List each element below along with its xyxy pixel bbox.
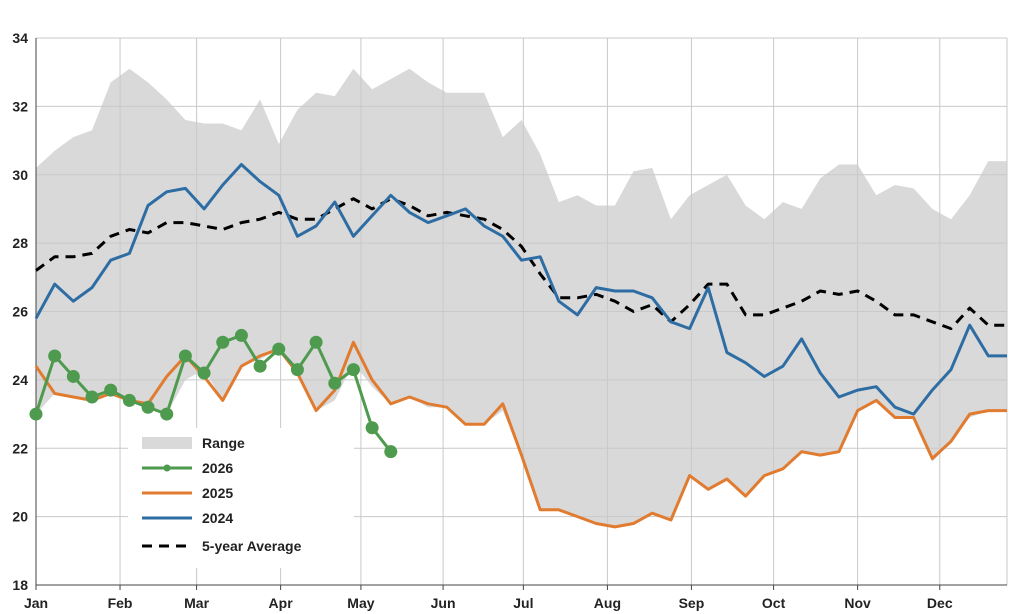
- data-point-2026: [253, 359, 267, 373]
- data-point-2026: [122, 393, 136, 407]
- data-point-2026: [29, 407, 43, 421]
- y-tick-label: 34: [12, 30, 28, 46]
- data-point-2026: [85, 390, 99, 404]
- y-tick-label: 28: [12, 235, 28, 251]
- x-tick-label: Aug: [594, 595, 621, 611]
- x-tick-label: May: [347, 595, 374, 611]
- legend: Range 2026 2025 2024 5-year Average: [128, 428, 354, 568]
- y-tick-label: 20: [12, 509, 28, 525]
- x-tick-label: Nov: [844, 595, 871, 611]
- data-point-2026: [290, 363, 304, 377]
- data-point-2026: [234, 328, 248, 342]
- y-tick-label: 22: [12, 440, 28, 456]
- data-point-2026: [365, 421, 379, 435]
- x-tick-label: Mar: [184, 595, 209, 611]
- data-point-2026: [141, 400, 155, 414]
- data-point-2026: [104, 383, 118, 397]
- legend-marker-2026: [163, 464, 171, 472]
- data-point-2026: [66, 369, 80, 383]
- x-tick-label: Jul: [513, 595, 533, 611]
- x-tick-label: Apr: [269, 595, 294, 611]
- legend-label-2026: 2026: [202, 460, 233, 476]
- data-point-2026: [384, 445, 398, 459]
- y-tick-label: 24: [12, 372, 28, 388]
- series-line-2025: [34, 340, 1007, 529]
- x-tick-label: Dec: [927, 595, 953, 611]
- data-point-2026: [197, 366, 211, 380]
- axis-layer: 18 20 22 24 26 28 30 32 34 Jan Feb Mar Apr May Jun Jul A…: [12, 30, 1007, 611]
- y-tick-label: 32: [12, 98, 28, 114]
- legend-label-5-year-average: 5-year Average: [202, 538, 302, 554]
- legend-label-range: Range: [202, 435, 245, 451]
- data-point-2026: [346, 363, 360, 377]
- series-line-5-year-average: [35, 197, 1007, 331]
- x-tick-label: Jun: [431, 595, 456, 611]
- series-layer: [29, 163, 1007, 529]
- grid-layer: [35, 37, 1008, 585]
- x-tick-label: Jan: [24, 595, 48, 611]
- data-point-2026: [178, 349, 192, 363]
- x-tick-label: Feb: [108, 595, 133, 611]
- data-point-2026: [328, 376, 342, 390]
- x-tick-label: Oct: [762, 595, 786, 611]
- data-point-2026: [216, 335, 230, 349]
- x-tick-label: Sep: [679, 595, 705, 611]
- legend-swatch-range: [142, 437, 192, 449]
- legend-label-2024: 2024: [202, 510, 233, 526]
- range-area-layer: [36, 68, 1007, 527]
- y-tick-label: 26: [12, 304, 28, 320]
- data-point-2026: [48, 349, 62, 363]
- y-tick-label: 30: [12, 167, 28, 183]
- y-tick-label: 18: [12, 577, 28, 593]
- data-point-2026: [160, 407, 174, 421]
- data-point-2026: [272, 342, 286, 356]
- range-area: [36, 68, 1007, 527]
- series-line-2024: [34, 163, 1007, 416]
- data-point-2026: [309, 335, 323, 349]
- legend-label-2025: 2025: [202, 485, 233, 501]
